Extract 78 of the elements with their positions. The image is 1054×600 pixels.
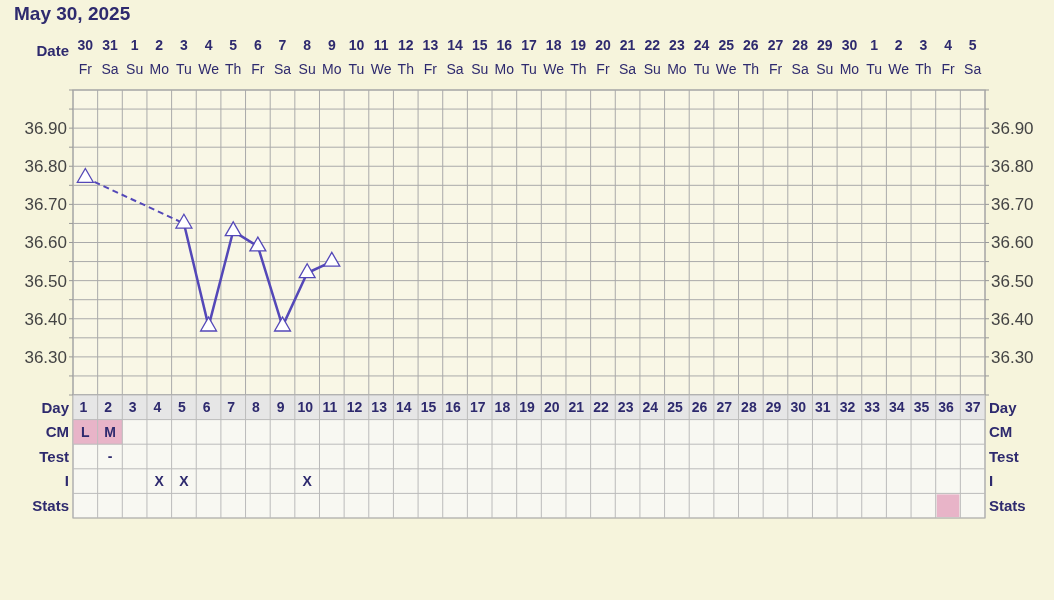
text: Day xyxy=(41,398,70,416)
x-tick-label: 5 Sa xyxy=(964,37,982,77)
x-tick-label: 4 Fr xyxy=(941,37,955,77)
x-tick-label: 17 Tu xyxy=(521,37,537,77)
x-tick-label: 28 Sa xyxy=(791,37,809,77)
text: L xyxy=(81,423,91,440)
text: X xyxy=(302,473,313,489)
text: M xyxy=(104,423,116,440)
x-tick-label: 2 We xyxy=(888,37,910,77)
point xyxy=(76,167,94,183)
y2-tick-label: 36.30 xyxy=(991,347,1034,367)
point xyxy=(298,263,316,279)
x-tick-label: 20 Fr xyxy=(595,37,611,77)
x-tick-label: 18 We xyxy=(543,37,565,77)
point xyxy=(323,251,341,267)
x-tick-label: 19 Th xyxy=(570,37,587,77)
x-tick-label: 11 We xyxy=(370,37,392,77)
y-tick-label: 36.90 xyxy=(24,119,67,139)
y2-tick-label: 36.50 xyxy=(991,271,1034,291)
text: Test xyxy=(989,447,1019,465)
chart-title: May 30, 2025 xyxy=(14,3,131,24)
x-tick-label: 16 Mo xyxy=(494,37,515,77)
y-tick-label: 36.80 xyxy=(24,157,67,177)
x-tick-label: 8 Su xyxy=(298,37,316,77)
x-tick-label: 4 We xyxy=(198,37,220,77)
x-tick-label: 6 Fr xyxy=(251,37,265,77)
x-tick-label: 13 Fr xyxy=(422,37,439,77)
point xyxy=(199,316,218,332)
text: CM xyxy=(45,423,69,441)
text: X xyxy=(154,473,165,489)
x-tick-label: 30 Mo xyxy=(839,37,860,77)
x-tick-label: 10 Tu xyxy=(348,37,365,77)
text: I xyxy=(989,472,994,490)
x-tick-label: 24 Tu xyxy=(693,37,710,77)
text: Stats xyxy=(989,496,1026,514)
text: CM xyxy=(989,423,1013,441)
y2-tick-label: 36.60 xyxy=(991,233,1034,253)
y2-tick-label: 36.90 xyxy=(991,119,1034,139)
text: Stats xyxy=(32,496,69,514)
y-tick-label: 36.60 xyxy=(24,233,67,253)
x-tick-label: 1 Su xyxy=(126,37,144,77)
x-tick-label: 1 Tu xyxy=(866,37,882,77)
y-tick-label: 36.50 xyxy=(24,271,67,291)
x-tick-label: 22 Su xyxy=(643,37,661,77)
text: I xyxy=(64,472,69,490)
x-tick-label: 15 Su xyxy=(471,37,489,77)
x-tick-label: 12 Th xyxy=(397,37,414,77)
x-tick-label: 5 Th xyxy=(225,37,242,77)
text: Test xyxy=(39,447,69,465)
x-tick-label: 30 Fr xyxy=(77,37,94,77)
text: - xyxy=(107,448,113,465)
x-tick-label: 27 Fr xyxy=(767,37,784,77)
point xyxy=(175,213,193,229)
y2-tick-label: 36.80 xyxy=(991,157,1034,177)
y-tick-label: 36.40 xyxy=(24,309,67,329)
x-tick-label: 3 Th xyxy=(915,37,932,77)
point xyxy=(273,316,292,332)
x-tick-label: 14 Sa xyxy=(446,37,464,77)
x-tick-label: 25 We xyxy=(715,37,737,77)
x-tick-label: 21 Sa xyxy=(619,37,637,77)
x-tick-label: 9 Mo xyxy=(322,37,342,77)
x-tick-label: 2 Mo xyxy=(149,37,170,77)
x-tick-label: 31 Sa xyxy=(101,37,119,77)
x-tick-label: 3 Tu xyxy=(176,37,192,77)
point xyxy=(249,236,267,252)
text: 1 2 3 4 5 6 7 8 9 10 11 12 13 14 15 16 17 18 19 20 21 22 23 24 25 26 27 28 29 30 31 32 33 34 35 36 37 xyxy=(79,399,981,416)
y-tick-label: 36.70 xyxy=(24,195,67,215)
x-tick-label: 7 Sa xyxy=(273,37,292,77)
y2-tick-label: 36.70 xyxy=(991,195,1034,215)
text: Day xyxy=(989,398,1017,416)
text: Date xyxy=(36,42,69,59)
point xyxy=(224,221,242,237)
y-tick-label: 36.30 xyxy=(24,347,67,367)
text: X xyxy=(179,473,190,489)
x-tick-label: 29 Su xyxy=(816,37,834,77)
x-tick-label: 23 Mo xyxy=(667,37,687,77)
x-tick-label: 26 Th xyxy=(742,37,760,77)
y2-tick-label: 36.40 xyxy=(991,309,1034,329)
